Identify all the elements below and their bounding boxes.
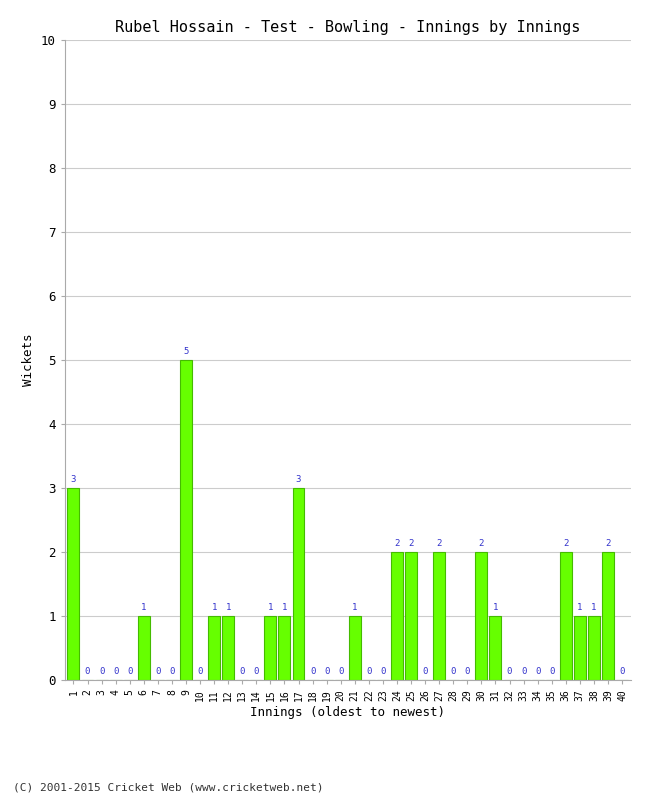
Bar [265, 616, 276, 680]
Bar [68, 488, 79, 680]
Text: 0: 0 [198, 666, 203, 675]
Text: 5: 5 [183, 346, 188, 355]
Text: 0: 0 [99, 666, 104, 675]
X-axis label: Innings (oldest to newest): Innings (oldest to newest) [250, 706, 445, 719]
Text: 2: 2 [478, 538, 484, 547]
Text: 0: 0 [240, 666, 245, 675]
Text: 0: 0 [535, 666, 540, 675]
Text: 0: 0 [324, 666, 330, 675]
Text: 0: 0 [338, 666, 343, 675]
Bar [433, 552, 445, 680]
Bar [475, 552, 488, 680]
Text: 1: 1 [226, 602, 231, 611]
Bar [208, 616, 220, 680]
Text: 1: 1 [268, 602, 273, 611]
Text: 0: 0 [113, 666, 118, 675]
Text: 0: 0 [549, 666, 554, 675]
Bar [574, 616, 586, 680]
Text: 0: 0 [507, 666, 512, 675]
Bar [391, 552, 403, 680]
Text: 0: 0 [422, 666, 428, 675]
Title: Rubel Hossain - Test - Bowling - Innings by Innings: Rubel Hossain - Test - Bowling - Innings… [115, 20, 580, 34]
Bar [222, 616, 234, 680]
Text: (C) 2001-2015 Cricket Web (www.cricketweb.net): (C) 2001-2015 Cricket Web (www.cricketwe… [13, 782, 324, 792]
Bar [405, 552, 417, 680]
Text: 1: 1 [141, 602, 146, 611]
Text: 2: 2 [395, 538, 400, 547]
Y-axis label: Wickets: Wickets [22, 334, 35, 386]
Bar [602, 552, 614, 680]
Text: 0: 0 [84, 666, 90, 675]
Bar [489, 616, 501, 680]
Text: 1: 1 [352, 602, 358, 611]
Text: 1: 1 [211, 602, 217, 611]
Bar [349, 616, 361, 680]
Text: 1: 1 [493, 602, 498, 611]
Bar [292, 488, 304, 680]
Text: 3: 3 [71, 474, 76, 483]
Text: 0: 0 [619, 666, 625, 675]
Text: 0: 0 [127, 666, 133, 675]
Text: 1: 1 [281, 602, 287, 611]
Bar [180, 360, 192, 680]
Bar [138, 616, 150, 680]
Bar [588, 616, 600, 680]
Text: 0: 0 [310, 666, 315, 675]
Text: 2: 2 [408, 538, 414, 547]
Text: 0: 0 [521, 666, 526, 675]
Text: 0: 0 [169, 666, 175, 675]
Bar [560, 552, 572, 680]
Bar [278, 616, 291, 680]
Text: 0: 0 [450, 666, 456, 675]
Text: 0: 0 [155, 666, 161, 675]
Text: 2: 2 [605, 538, 611, 547]
Text: 0: 0 [366, 666, 372, 675]
Text: 0: 0 [254, 666, 259, 675]
Text: 0: 0 [380, 666, 385, 675]
Text: 1: 1 [592, 602, 597, 611]
Text: 1: 1 [577, 602, 582, 611]
Text: 2: 2 [437, 538, 442, 547]
Text: 0: 0 [465, 666, 470, 675]
Text: 3: 3 [296, 474, 301, 483]
Text: 2: 2 [563, 538, 569, 547]
